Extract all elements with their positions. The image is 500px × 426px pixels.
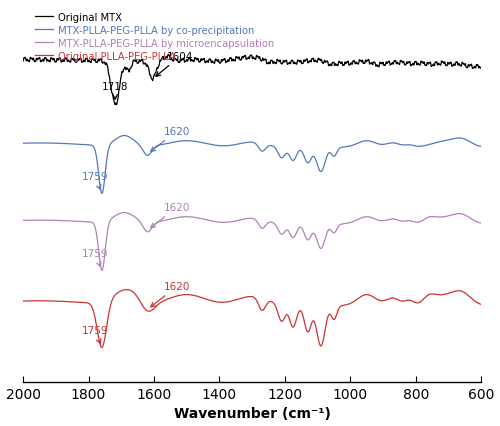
Text: 1620: 1620 bbox=[150, 203, 190, 228]
Text: 1759: 1759 bbox=[82, 249, 108, 267]
Original PLLA-PEG-PLLA bbox=[232, 298, 238, 303]
MTX-PLLA-PEG-PLLA by co-precipitation bbox=[232, 143, 238, 148]
MTX-PLLA-PEG-PLLA by microencapsulation bbox=[392, 217, 398, 222]
MTX-PLLA-PEG-PLLA by co-precipitation bbox=[132, 139, 138, 144]
Original PLLA-PEG-PLLA bbox=[124, 288, 130, 293]
Original MTX bbox=[165, 53, 171, 58]
MTX-PLLA-PEG-PLLA by co-precipitation bbox=[20, 141, 26, 147]
Text: 1718: 1718 bbox=[102, 82, 128, 100]
Original MTX bbox=[392, 59, 398, 64]
Original PLLA-PEG-PLLA bbox=[261, 307, 267, 312]
Original MTX bbox=[232, 58, 238, 63]
Original MTX bbox=[478, 66, 484, 72]
MTX-PLLA-PEG-PLLA by co-precipitation bbox=[261, 148, 267, 153]
X-axis label: Wavenumber (cm⁻¹): Wavenumber (cm⁻¹) bbox=[174, 406, 330, 420]
MTX-PLLA-PEG-PLLA by microencapsulation bbox=[261, 225, 267, 230]
MTX-PLLA-PEG-PLLA by microencapsulation bbox=[178, 215, 184, 220]
MTX-PLLA-PEG-PLLA by co-precipitation bbox=[392, 141, 398, 147]
Original PLLA-PEG-PLLA bbox=[392, 296, 398, 302]
Text: 1759: 1759 bbox=[82, 326, 108, 344]
Text: 1620: 1620 bbox=[150, 127, 190, 152]
MTX-PLLA-PEG-PLLA by co-precipitation bbox=[178, 139, 184, 144]
MTX-PLLA-PEG-PLLA by co-precipitation bbox=[99, 191, 105, 196]
Original MTX bbox=[20, 59, 26, 64]
Original MTX bbox=[114, 103, 119, 108]
Original PLLA-PEG-PLLA bbox=[20, 299, 26, 304]
Original MTX bbox=[178, 59, 184, 64]
MTX-PLLA-PEG-PLLA by microencapsulation bbox=[478, 221, 484, 226]
Original MTX bbox=[261, 58, 267, 63]
MTX-PLLA-PEG-PLLA by co-precipitation bbox=[478, 144, 484, 150]
MTX-PLLA-PEG-PLLA by microencapsulation bbox=[472, 219, 478, 224]
Original PLLA-PEG-PLLA bbox=[472, 299, 478, 304]
MTX-PLLA-PEG-PLLA by microencapsulation bbox=[232, 219, 238, 224]
Text: 1604: 1604 bbox=[156, 52, 194, 77]
Legend: Original MTX, MTX-PLLA-PEG-PLLA by co-precipitation, MTX-PLLA-PEG-PLLA by microe: Original MTX, MTX-PLLA-PEG-PLLA by co-pr… bbox=[32, 11, 276, 63]
MTX-PLLA-PEG-PLLA by microencapsulation bbox=[132, 215, 138, 220]
Line: Original PLLA-PEG-PLLA: Original PLLA-PEG-PLLA bbox=[23, 290, 481, 348]
Original PLLA-PEG-PLLA bbox=[98, 345, 104, 350]
Text: 1759: 1759 bbox=[82, 172, 108, 190]
Original MTX bbox=[132, 58, 138, 63]
Original MTX bbox=[472, 65, 478, 70]
MTX-PLLA-PEG-PLLA by microencapsulation bbox=[20, 218, 26, 223]
MTX-PLLA-PEG-PLLA by co-precipitation bbox=[122, 134, 128, 139]
Original PLLA-PEG-PLLA bbox=[132, 291, 138, 296]
MTX-PLLA-PEG-PLLA by microencapsulation bbox=[99, 268, 105, 273]
MTX-PLLA-PEG-PLLA by microencapsulation bbox=[122, 210, 128, 216]
Original PLLA-PEG-PLLA bbox=[478, 302, 484, 307]
Text: 1620: 1620 bbox=[150, 282, 190, 307]
Line: MTX-PLLA-PEG-PLLA by co-precipitation: MTX-PLLA-PEG-PLLA by co-precipitation bbox=[23, 136, 481, 194]
Line: MTX-PLLA-PEG-PLLA by microencapsulation: MTX-PLLA-PEG-PLLA by microencapsulation bbox=[23, 213, 481, 271]
MTX-PLLA-PEG-PLLA by co-precipitation bbox=[472, 143, 478, 148]
Original PLLA-PEG-PLLA bbox=[178, 293, 184, 298]
Line: Original MTX: Original MTX bbox=[23, 55, 481, 106]
